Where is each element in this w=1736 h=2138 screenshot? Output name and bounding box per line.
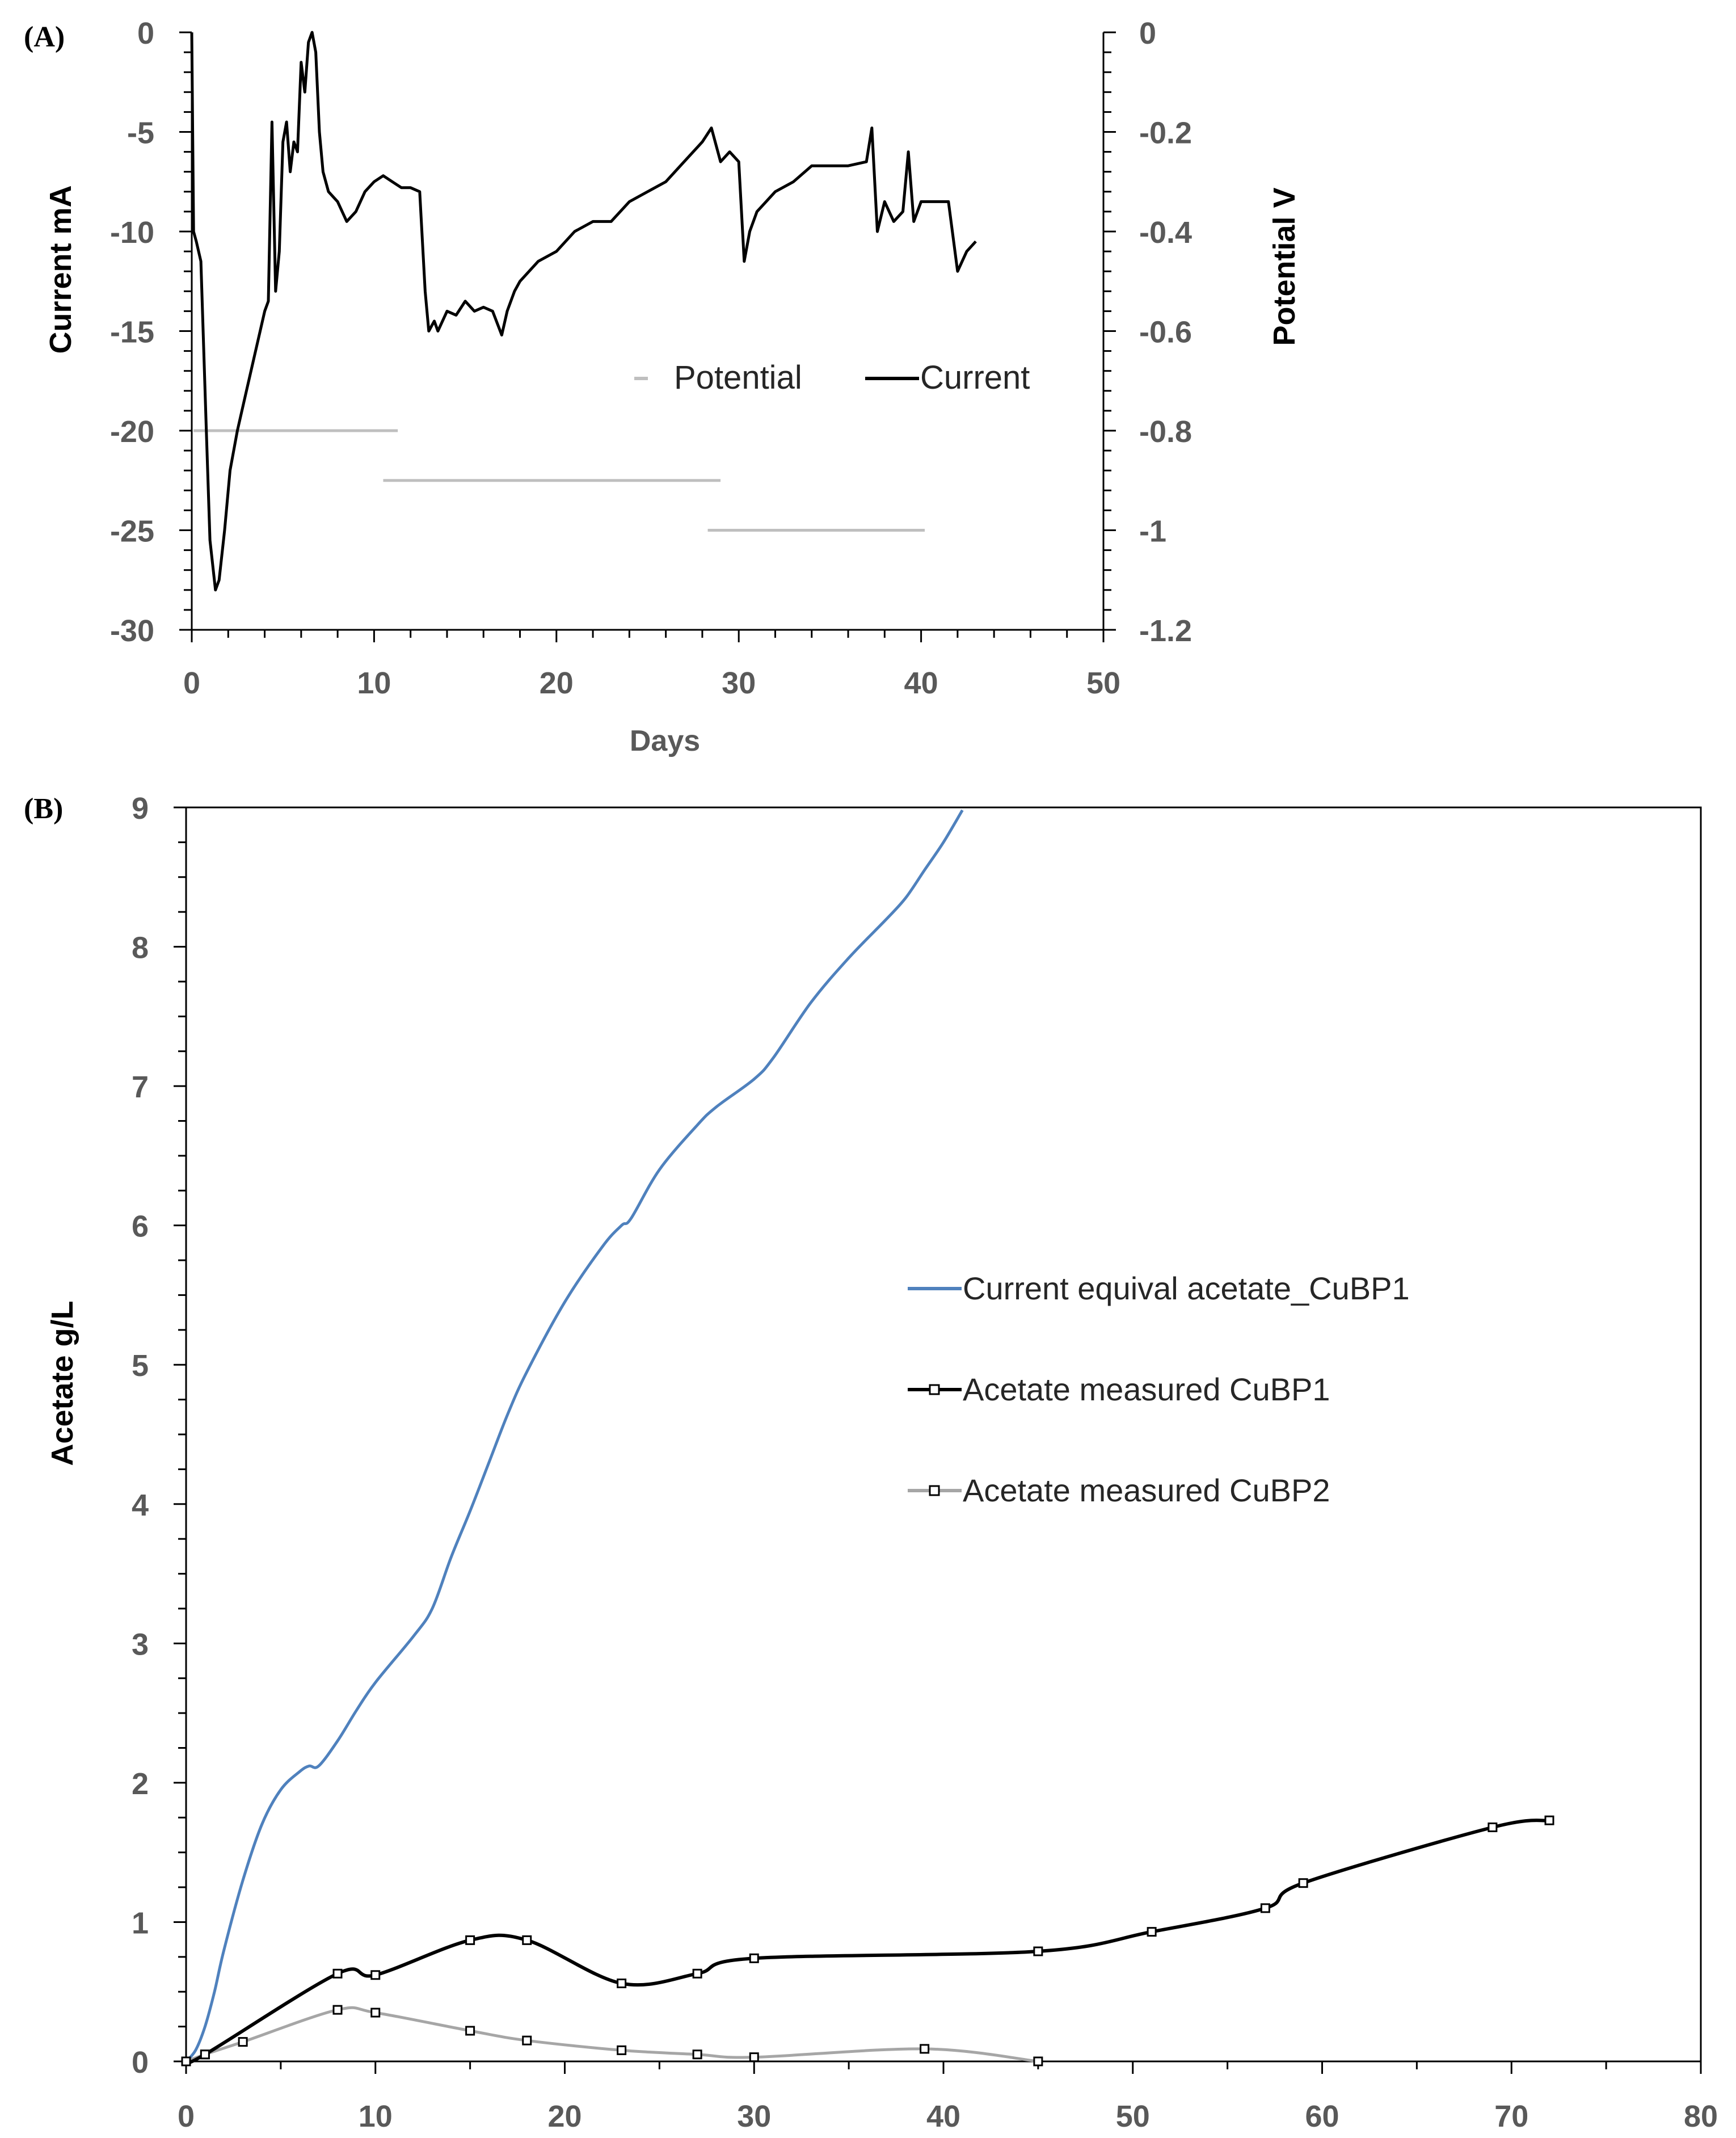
y-tick-label: -10 [110, 216, 154, 250]
legend-marker-cubp2 [929, 1485, 940, 1496]
data-point-marker [522, 1935, 532, 1945]
x-tick-label: 20 [547, 2099, 582, 2133]
panel-b-legend: Current equival acetate_CuBP1 Acetate me… [908, 1270, 1410, 1508]
data-point-marker [1260, 1903, 1270, 1913]
current-line [190, 31, 977, 592]
panel-a-label: (A) [24, 21, 65, 53]
y-axis-title-current: Current mA [44, 185, 78, 353]
data-point-marker [1488, 1822, 1498, 1832]
legend-label-current-equiv: Current equival acetate_CuBP1 [963, 1270, 1410, 1306]
data-point-marker [370, 2007, 381, 2018]
y-tick-label: 8 [132, 931, 149, 965]
panel-a-axes [179, 31, 1116, 642]
current-equivalent-acetate-line [185, 809, 964, 2063]
data-point-marker [181, 2056, 191, 2067]
y-tick-label: 5 [132, 1349, 149, 1383]
panel-a-legend: Potential Current [634, 359, 1030, 396]
x-tick-label: 0 [178, 2099, 195, 2133]
data-point-marker [1298, 1878, 1308, 1888]
current-series [190, 31, 977, 592]
potential-series [193, 429, 925, 532]
data-point-marker [370, 1970, 381, 1980]
y-axis-title-acetate: Acetate g/L [45, 1301, 79, 1466]
data-point-marker [465, 1935, 475, 1945]
x-tick-label: 20 [540, 666, 574, 700]
y2-tick-label: -1 [1139, 515, 1166, 549]
y2-tick-label: -0.8 [1139, 415, 1192, 449]
y-tick-label: 7 [132, 1070, 149, 1104]
y-tick-label: 6 [132, 1210, 149, 1244]
panel-b-tick-labels: 0 1 2 3 4 5 6 7 8 9 0 10 20 30 40 50 60 70 80 [132, 792, 1718, 2133]
legend-label-potential: Potential [674, 359, 802, 396]
acetate-cubp1-line [185, 1819, 1550, 2065]
x-tick-label: 80 [1684, 2099, 1718, 2133]
panel-b-chart: (B) 0 1 2 3 4 5 6 7 8 9 0 10 20 30 40 50 60 70 80 Acetate … [24, 792, 1718, 2133]
data-point-marker [465, 2026, 475, 2036]
y-tick-label: -25 [110, 515, 154, 549]
x-tick-label: 10 [357, 666, 391, 700]
y-tick-label: 2 [132, 1767, 149, 1801]
y-tick-label: -20 [110, 415, 154, 449]
x-tick-label: 10 [359, 2099, 393, 2133]
y2-tick-label: -0.6 [1139, 315, 1192, 350]
x-tick-label: 50 [1086, 666, 1120, 700]
y-tick-label: 1 [132, 1906, 149, 1940]
legend-label-cubp2: Acetate measured CuBP2 [963, 1472, 1330, 1508]
y2-axis-title-potential: Potential V [1267, 187, 1301, 346]
data-point-marker [749, 2052, 759, 2063]
x-tick-label: 30 [737, 2099, 771, 2133]
legend-marker-cubp1 [929, 1384, 940, 1395]
data-point-marker [200, 2049, 210, 2060]
x-tick-label: 70 [1494, 2099, 1528, 2133]
y2-tick-label: -1.2 [1139, 614, 1192, 648]
y-tick-label: -15 [110, 315, 154, 350]
y-tick-label: 0 [137, 16, 154, 50]
legend-label-cubp1: Acetate measured CuBP1 [963, 1371, 1330, 1407]
x-tick-label: 30 [722, 666, 756, 700]
y2-tick-label: 0 [1139, 16, 1156, 50]
data-point-marker [332, 1968, 343, 1979]
acetate-cubp2-line [186, 2006, 1039, 2063]
x-tick-label: 0 [183, 666, 200, 700]
data-point-marker [617, 2045, 627, 2055]
y2-tick-label: -0.4 [1139, 216, 1192, 250]
y2-tick-label: -0.2 [1139, 116, 1192, 150]
data-point-marker [1033, 1946, 1043, 1956]
data-point-marker [692, 2049, 702, 2060]
panel-b-label: (B) [24, 793, 63, 825]
x-tick-label: 40 [926, 2099, 960, 2133]
panel-a-chart: (A) 0-5-10-15-20-25-300-0.2-0.4-0.6-0.8-… [24, 16, 1301, 757]
plot-area-border [185, 806, 1702, 2063]
data-point-marker [692, 1968, 702, 1979]
data-point-marker [1147, 1927, 1157, 1937]
y-tick-label: -30 [110, 614, 154, 648]
data-point-marker [1033, 2056, 1043, 2067]
data-point-marker [522, 2035, 532, 2046]
panel-b-series [181, 809, 1554, 2067]
x-tick-label: 50 [1116, 2099, 1150, 2133]
data-point-marker [1544, 1815, 1554, 1825]
data-point-marker [749, 1953, 759, 1963]
x-axis-title-days: Days [630, 725, 700, 757]
y-tick-label: -5 [127, 116, 154, 150]
legend-label-current: Current [920, 359, 1030, 396]
y-tick-label: 4 [132, 1488, 149, 1522]
panel-b-axes [174, 806, 1702, 2074]
y-tick-label: 3 [132, 1627, 149, 1661]
data-point-marker [920, 2044, 930, 2054]
y-tick-label: 0 [132, 2046, 149, 2080]
x-tick-label: 60 [1305, 2099, 1339, 2133]
y-tick-label: 9 [132, 792, 149, 826]
x-tick-label: 40 [904, 666, 938, 700]
data-point-marker [332, 2005, 343, 2015]
data-point-marker [617, 1978, 627, 1988]
data-point-marker [238, 2037, 248, 2047]
panel-a-tick-labels: 0 -5 -10 -15 -20 -25 -30 0 -0.2 -0.4 -0.6 -0.8 -1 -1.… [110, 16, 1192, 700]
